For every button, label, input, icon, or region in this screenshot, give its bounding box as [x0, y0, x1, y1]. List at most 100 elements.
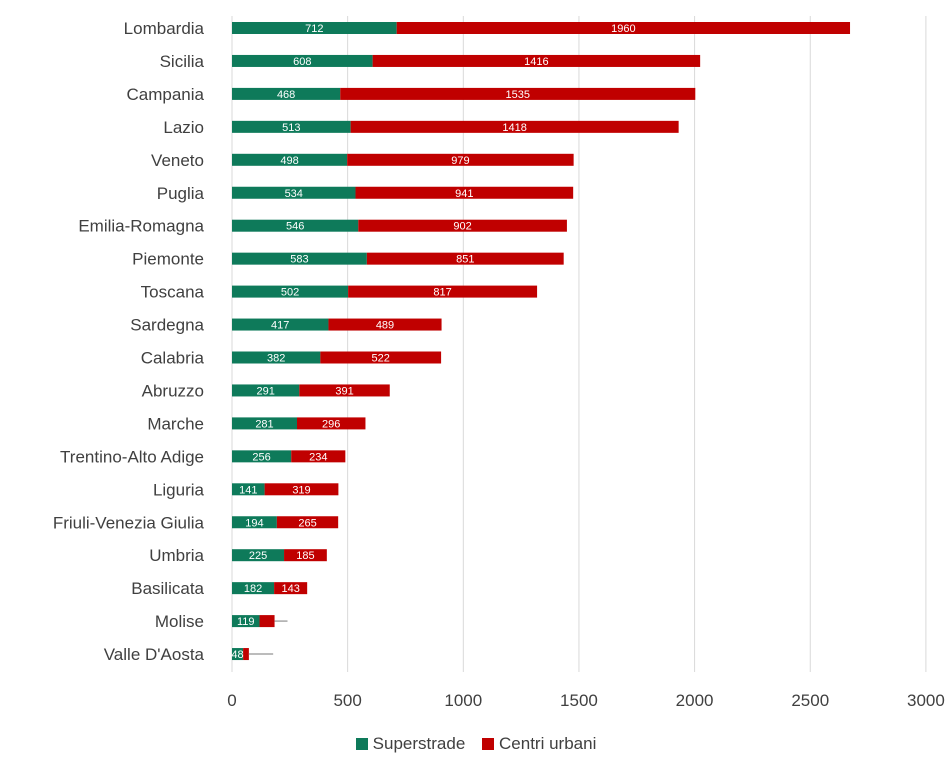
category-label-lombardia: Lombardia: [124, 19, 205, 38]
legend-label-centri-urbani: Centri urbani: [499, 734, 597, 753]
value-label-friuli-venezia-giulia-centri-urbani: 265: [298, 517, 316, 529]
category-label-veneto: Veneto: [151, 151, 204, 170]
value-label-lombardia-centri-urbani: 1960: [611, 23, 635, 35]
bar-trentino-alto-adige-superstrade: [232, 450, 292, 463]
value-label-puglia-superstrade: 534: [285, 188, 303, 200]
bar-sicilia-centri-urbani: [372, 54, 701, 67]
error-bars: [248, 620, 288, 655]
value-label-trentino-alto-adige-superstrade: 256: [252, 451, 270, 463]
category-label-sicilia: Sicilia: [160, 52, 205, 71]
category-label-sardegna: Sardegna: [130, 316, 204, 335]
bar-basilicata-superstrade: [232, 582, 275, 595]
value-label-sardegna-superstrade: 417: [271, 320, 289, 332]
x-tick-label: 1500: [560, 691, 598, 710]
bar-sardegna-superstrade: [232, 318, 329, 331]
value-label-basilicata-centri-urbani: 143: [281, 583, 299, 595]
value-label-lazio-superstrade: 513: [282, 122, 300, 134]
bar-toscana-centri-urbani: [348, 285, 538, 298]
bar-campania-centri-urbani: [340, 87, 696, 100]
value-label-sicilia-superstrade: 608: [293, 56, 311, 68]
bar-toscana-superstrade: [232, 285, 349, 298]
value-label-veneto-superstrade: 498: [280, 155, 298, 167]
value-label-abruzzo-superstrade: 291: [256, 385, 274, 397]
category-label-liguria: Liguria: [153, 480, 205, 499]
x-tick-label: 2500: [791, 691, 829, 710]
value-label-puglia-centri-urbani: 941: [455, 188, 473, 200]
value-label-liguria-superstrade: 141: [239, 484, 257, 496]
value-label-basilicata-superstrade: 182: [244, 583, 262, 595]
category-label-lazio: Lazio: [163, 118, 204, 137]
bar-trentino-alto-adige-centri-urbani: [291, 450, 346, 463]
bar-abruzzo-centri-urbani: [299, 384, 390, 397]
x-tick-labels: 0 500 1000 1500 2000 2500 3000: [227, 691, 945, 710]
bar-abruzzo-superstrade: [232, 384, 300, 397]
value-label-molise-superstrade: 119: [237, 616, 255, 628]
bar-lombardia-centri-urbani: [396, 22, 851, 34]
category-label-piemonte: Piemonte: [132, 250, 204, 269]
value-label-sicilia-centri-urbani: 1416: [524, 56, 548, 68]
bar-umbria-superstrade: [232, 549, 285, 562]
bar-molise-superstrade: [232, 615, 260, 628]
value-label-lombardia-superstrade: 712: [305, 23, 323, 35]
bar-valle-d-aosta-centri-urbani: [243, 648, 249, 661]
value-label-campania-centri-urbani: 1535: [506, 89, 530, 101]
category-label-marche: Marche: [147, 414, 204, 433]
bars: [232, 22, 851, 661]
bar-puglia-superstrade: [232, 186, 356, 199]
value-label-liguria-centri-urbani: 319: [292, 484, 310, 496]
x-tick-label: 0: [227, 691, 236, 710]
value-label-lazio-centri-urbani: 1418: [502, 122, 526, 134]
bar-umbria-centri-urbani: [284, 549, 327, 562]
bar-liguria-superstrade: [232, 483, 265, 496]
bar-lazio-centri-urbani: [350, 120, 679, 133]
value-label-emilia-romagna-superstrade: 546: [286, 221, 304, 233]
value-label-toscana-superstrade: 502: [281, 287, 299, 299]
value-label-emilia-romagna-centri-urbani: 902: [453, 221, 471, 233]
value-label-trentino-alto-adige-centri-urbani: 234: [309, 451, 327, 463]
legend-item-centri-urbani: Centri urbani: [482, 734, 596, 754]
category-label-basilicata: Basilicata: [131, 579, 204, 598]
bar-marche-centri-urbani: [296, 417, 366, 430]
bar-liguria-centri-urbani: [264, 483, 339, 496]
value-label-calabria-centri-urbani: 522: [372, 353, 390, 365]
legend: Superstrade Centri urbani: [0, 734, 952, 754]
category-label-calabria: Calabria: [141, 349, 205, 368]
bar-sicilia-superstrade: [232, 54, 373, 67]
value-label-campania-superstrade: 468: [277, 89, 295, 101]
bar-calabria-centri-urbani: [320, 351, 442, 364]
bar-lombardia-superstrade: [232, 22, 397, 34]
bar-friuli-venezia-giulia-superstrade: [232, 516, 277, 529]
bar-valle-d-aosta-superstrade: [232, 648, 244, 661]
bar-veneto-centri-urbani: [347, 153, 574, 166]
value-label-abruzzo-centri-urbani: 391: [335, 385, 353, 397]
bar-friuli-venezia-giulia-centri-urbani: [276, 516, 339, 529]
bar-sardegna-centri-urbani: [328, 318, 442, 331]
value-label-piemonte-superstrade: 583: [290, 254, 308, 266]
bar-molise-centri-urbani: [259, 615, 275, 628]
bar-campania-superstrade: [232, 87, 341, 100]
stacked-bar-chart: 712 1960 608 1416 468 1535 513 1418 498 979 534 941…: [53, 16, 945, 710]
x-tick-label: 1000: [444, 691, 482, 710]
category-label-friuli-venezia-giulia: Friuli-Venezia Giulia: [53, 513, 205, 532]
category-label-puglia: Puglia: [157, 184, 205, 203]
legend-swatch-superstrade: [355, 738, 368, 750]
category-labels: Lombardia Sicilia Campania Lazio Veneto Pugli…: [53, 19, 205, 664]
value-label-marche-superstrade: 281: [255, 418, 273, 430]
category-label-toscana: Toscana: [141, 283, 205, 302]
bar-emilia-romagna-superstrade: [232, 219, 359, 232]
category-label-campania: Campania: [127, 85, 205, 104]
value-label-calabria-superstrade: 382: [267, 353, 285, 365]
value-label-marche-centri-urbani: 296: [322, 418, 340, 430]
legend-swatch-centri-urbani: [482, 738, 495, 750]
category-label-emilia-romagna: Emilia-Romagna: [78, 217, 204, 236]
x-tick-label: 500: [333, 691, 361, 710]
legend-label-superstrade: Superstrade: [372, 734, 466, 753]
bar-emilia-romagna-centri-urbani: [358, 219, 567, 232]
value-label-valle-d-aosta-superstrade: 48: [231, 649, 243, 661]
value-label-toscana-centri-urbani: 817: [433, 287, 451, 299]
value-label-umbria-centri-urbani: 185: [296, 550, 314, 562]
value-label-piemonte-centri-urbani: 851: [456, 254, 474, 266]
category-label-trentino-alto-adige: Trentino-Alto Adige: [60, 447, 204, 466]
bar-calabria-superstrade: [232, 351, 321, 364]
bar-piemonte-centri-urbani: [366, 252, 564, 265]
